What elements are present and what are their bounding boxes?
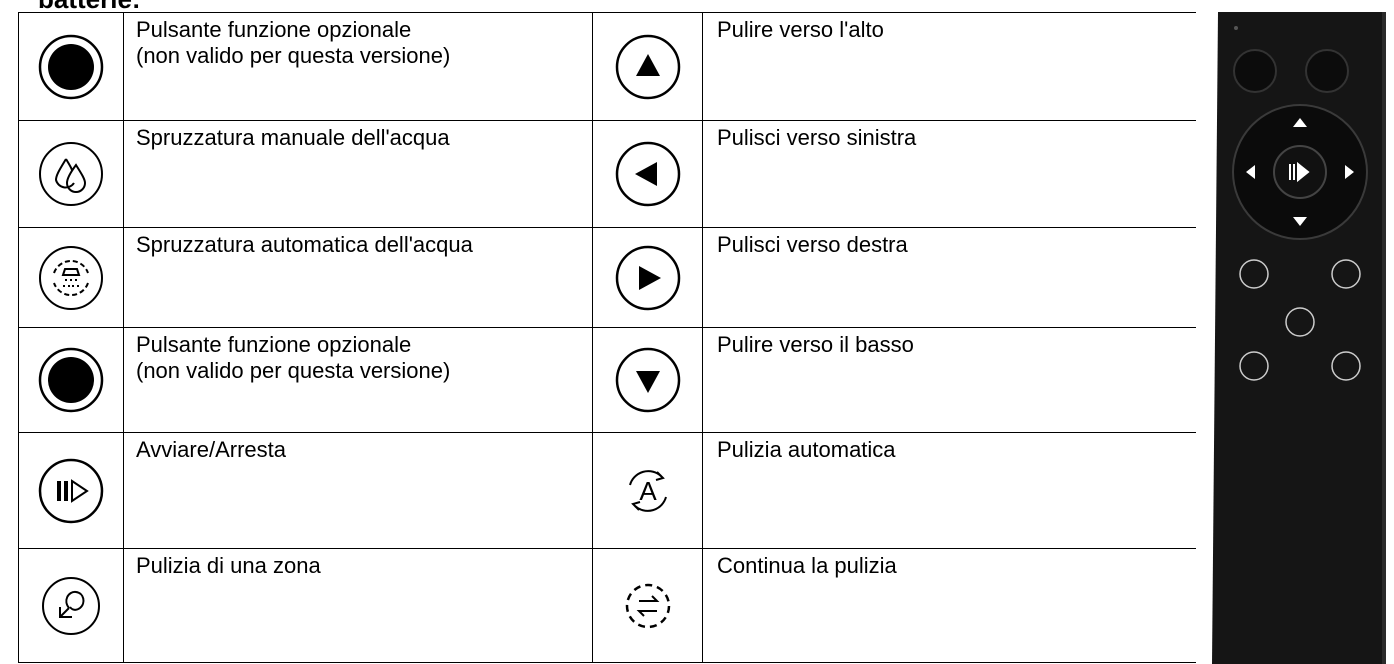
text-cell: Pulsante funzione opzionale (non valido …: [123, 12, 593, 121]
icon-cell: [592, 548, 703, 663]
text-cell: Pulsante funzione opzionale (non valido …: [123, 327, 593, 433]
icon: [615, 34, 680, 99]
text-cell: Pulizia automatica: [702, 432, 1197, 549]
row: Spruzzatura automatica dell'acqua Pulisc…: [18, 227, 1197, 328]
icon-cell: A: [592, 432, 703, 549]
icon: [42, 576, 100, 635]
row: Pulsante funzione opzionale (non valido …: [18, 12, 1197, 121]
icon-cell: [592, 227, 703, 328]
heading: batterie:: [38, 0, 141, 15]
icon-cell: [592, 327, 703, 433]
row: Spruzzatura manuale dell'acqua Pulisci v…: [18, 120, 1197, 228]
icon: [39, 142, 103, 206]
text-cell: Avviare/Arresta: [123, 432, 593, 549]
svg-text:A: A: [639, 476, 657, 506]
row: Pulsante funzione opzionale (non valido …: [18, 327, 1197, 433]
icon-cell: [18, 227, 124, 328]
remote-photo: [1196, 12, 1394, 664]
text-cell: Pulizia di una zona: [123, 548, 593, 663]
text-cell: Spruzzatura automatica dell'acqua: [123, 227, 593, 328]
text-cell: Pulisci verso sinistra: [702, 120, 1197, 228]
buttons-table: Pulsante funzione opzionale (non valido …: [18, 12, 1197, 663]
text-cell: Continua la pulizia: [702, 548, 1197, 663]
icon-cell: [18, 548, 124, 663]
icon-cell: [592, 12, 703, 121]
row: Pulizia di una zona Continua la pulizia: [18, 548, 1197, 663]
icon: [615, 347, 680, 413]
icon: [625, 583, 670, 628]
icon-cell: [18, 432, 124, 549]
icon: [38, 458, 104, 523]
icon: A: [628, 469, 667, 512]
icon-cell: [18, 12, 124, 121]
text-cell: Pulisci verso destra: [702, 227, 1197, 328]
text-cell: Pulire verso il basso: [702, 327, 1197, 433]
icon-cell: [592, 120, 703, 228]
icon: [38, 347, 104, 413]
icon: [38, 34, 104, 99]
icon-cell: [18, 327, 124, 433]
icon: [615, 141, 680, 207]
text-cell: Pulire verso l'alto: [702, 12, 1197, 121]
icon: [39, 245, 103, 310]
icon: [615, 245, 680, 310]
icon-cell: [18, 120, 124, 228]
text-cell: Spruzzatura manuale dell'acqua: [123, 120, 593, 228]
row: Avviare/Arresta A Pulizia automatica: [18, 432, 1197, 549]
